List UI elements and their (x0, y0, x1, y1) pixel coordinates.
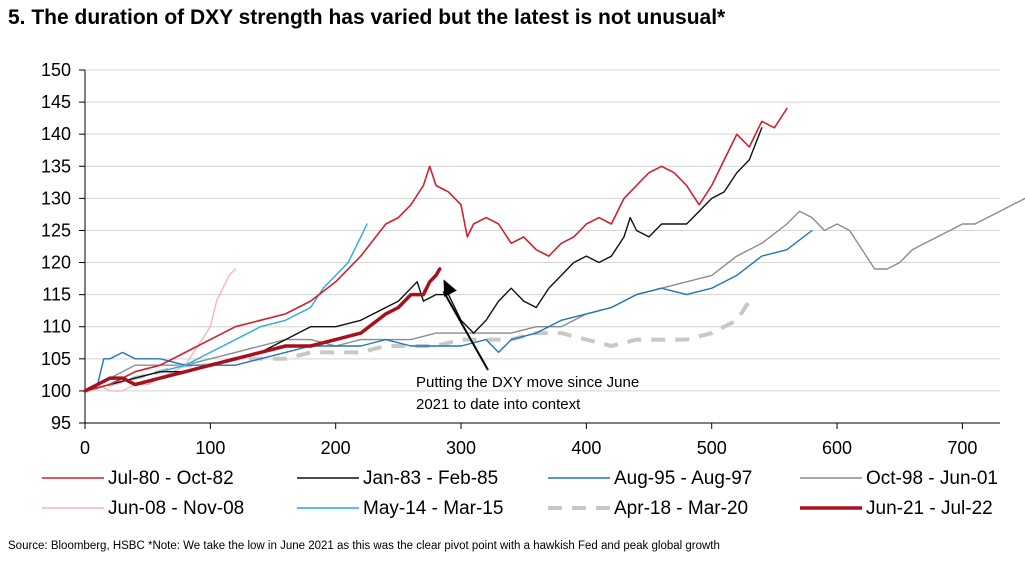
legend-label-7: Jun-21 - Jul-22 (866, 498, 993, 519)
annotation-arrow-head (443, 279, 457, 297)
series-line-0 (84, 107, 788, 392)
y-tick-label: 140 (41, 124, 71, 144)
y-tick-labels: 95 100 105 110 115 120 125 130 135 140 145 150 (41, 60, 71, 433)
legend-label-0: Jul-80 - Oct-82 (108, 468, 234, 489)
y-tick-label: 130 (41, 188, 71, 208)
series-line-7 (83, 267, 442, 393)
annotation: Putting the DXY move since June 2021 to … (416, 279, 639, 413)
x-tick-label: 100 (195, 438, 225, 458)
chart-canvas: 95 100 105 110 115 120 125 130 135 140 145 150 0 100… (41, 60, 1025, 519)
legend-label-2: Aug-95 - Aug-97 (614, 468, 752, 489)
legend-label-6: Apr-18 - Mar-20 (614, 498, 748, 519)
x-tick-label: 600 (822, 438, 852, 458)
annotation-text-line-1: Putting the DXY move since June (416, 374, 639, 391)
x-tick-labels: 0 100 200 300 400 500 600 700 (80, 438, 977, 458)
y-tick-label: 95 (51, 413, 71, 433)
y-tick-label: 125 (41, 220, 71, 240)
x-tick-label: 0 (80, 438, 90, 458)
y-tick-label: 135 (41, 156, 71, 176)
chart-title: 5. The duration of DXY strength has vari… (8, 6, 726, 29)
series-line-3 (84, 197, 1025, 392)
x-tick-label: 300 (446, 438, 476, 458)
x-tick-label: 200 (321, 438, 351, 458)
legend: Jul-80 - Oct-82 Jan-83 - Feb-85 Aug-95 - A… (42, 468, 998, 519)
series-line-2 (84, 229, 813, 392)
legend-label-4: Jun-08 - Nov-08 (108, 498, 244, 519)
y-tick-label: 110 (42, 317, 71, 337)
legend-label-3: Oct-98 - Jun-01 (866, 468, 998, 489)
axes (79, 69, 1000, 429)
x-tick-label: 500 (697, 438, 727, 458)
annotation-text-line-2: 2021 to date into context (416, 396, 581, 413)
y-tick-label: 150 (41, 60, 71, 80)
x-tick-label: 700 (947, 438, 977, 458)
series-lines (83, 107, 1025, 393)
y-tick-label: 120 (41, 253, 71, 273)
source-note: Source: Bloomberg, HSBC *Note: We take t… (8, 540, 720, 552)
y-tick-label: 100 (41, 381, 71, 401)
y-tick-label: 105 (41, 349, 71, 369)
y-tick-label: 145 (41, 92, 71, 112)
gridlines (85, 69, 1000, 392)
y-tick-label: 115 (42, 285, 71, 305)
legend-label-5: May-14 - Mar-15 (363, 498, 503, 519)
series-line-1 (84, 127, 763, 392)
legend-label-1: Jan-83 - Feb-85 (363, 468, 498, 489)
x-tick-label: 400 (571, 438, 601, 458)
annotation-arrow (442, 290, 489, 371)
